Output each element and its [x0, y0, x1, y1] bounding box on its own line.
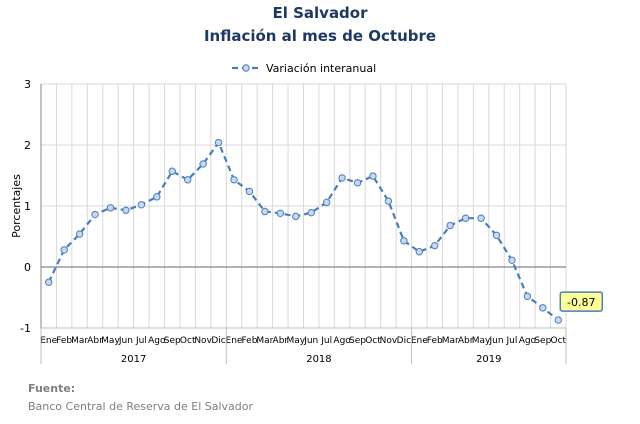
- data-point: [168, 167, 176, 175]
- month-tick-label: Dic: [397, 336, 411, 346]
- month-tick-label: Feb: [56, 336, 72, 346]
- data-callout-box: [559, 291, 604, 312]
- source-label: Fuente:: [28, 382, 76, 395]
- data-point: [446, 221, 454, 230]
- data-point: [539, 304, 547, 312]
- month-tick-label: Abr: [273, 336, 289, 346]
- data-point: [322, 198, 331, 207]
- month-tick-label: May: [286, 336, 305, 346]
- month-tick-label: Sep: [349, 336, 366, 346]
- data-point: [353, 179, 362, 187]
- month-tick-label: Mar: [442, 336, 459, 346]
- month-tick-label: Abr: [87, 336, 103, 346]
- y-tick-label: -1: [20, 322, 31, 335]
- data-point: [431, 241, 439, 250]
- month-tick-label: Sep: [534, 336, 551, 346]
- month-tick-label: Ago: [148, 336, 166, 346]
- month-tick-label: Jun: [488, 336, 503, 346]
- data-point: [261, 207, 269, 216]
- month-tick-label: Jul: [506, 336, 518, 346]
- y-tick-label: 1: [24, 200, 31, 213]
- data-point: [276, 209, 285, 218]
- data-point: [477, 214, 485, 222]
- data-point: [415, 248, 424, 256]
- data-point: [554, 316, 562, 324]
- month-tick-label: Ene: [411, 336, 428, 346]
- data-point: [137, 201, 146, 209]
- data-point: [384, 197, 393, 205]
- data-point: [75, 230, 84, 238]
- series-line: [47, 140, 559, 321]
- data-point: [292, 212, 300, 221]
- month-tick-label: Mar: [256, 336, 273, 346]
- data-point: [214, 138, 223, 147]
- data-point: [508, 256, 516, 264]
- chart-subtitle: Inflación al mes de Octubre: [203, 27, 437, 45]
- month-tick-label: May: [472, 336, 491, 346]
- data-point: [153, 193, 161, 201]
- data-point: [307, 209, 315, 217]
- data-point: [60, 246, 68, 254]
- data-point: [91, 210, 99, 219]
- data-point: [122, 206, 130, 214]
- year-label: 2017: [121, 354, 146, 365]
- month-tick-label: Oct: [550, 336, 566, 346]
- data-point: [338, 174, 346, 182]
- month-tick-label: Nov: [380, 336, 398, 346]
- month-tick-label: Ene: [40, 336, 57, 346]
- data-point: [199, 160, 207, 168]
- source-text: Banco Central de Reserva de El Salvador: [28, 400, 254, 413]
- legend-marker: [242, 64, 250, 72]
- y-tick-label: 3: [24, 78, 31, 91]
- month-tick-label: Ago: [519, 336, 537, 346]
- year-label: 2018: [306, 354, 331, 365]
- month-tick-label: Abr: [458, 336, 474, 346]
- month-tick-label: Dic: [211, 336, 225, 346]
- data-point: [245, 187, 254, 196]
- y-tick-label: 0: [24, 261, 31, 274]
- y-axis-label: Porcentajes: [10, 174, 23, 238]
- month-tick-label: Nov: [194, 336, 212, 346]
- data-point: [400, 237, 408, 245]
- month-tick-label: Jul: [320, 336, 332, 346]
- data-point: [523, 292, 532, 300]
- data-point: [369, 172, 377, 180]
- data-point: [45, 278, 53, 286]
- legend-label: Variación interanual: [266, 62, 376, 75]
- data-point: [183, 176, 192, 184]
- month-tick-label: Oct: [180, 336, 196, 346]
- data-callout-label: -0.87: [567, 296, 595, 309]
- month-tick-label: May: [101, 336, 120, 346]
- year-label: 2019: [476, 354, 501, 365]
- chart-title: El Salvador: [272, 4, 368, 22]
- month-tick-label: Ene: [226, 336, 243, 346]
- month-tick-label: Oct: [365, 336, 381, 346]
- month-tick-label: Sep: [164, 336, 181, 346]
- month-tick-label: Jul: [135, 336, 147, 346]
- month-tick-label: Feb: [241, 336, 257, 346]
- month-tick-label: Jun: [303, 336, 318, 346]
- month-tick-label: Mar: [71, 336, 88, 346]
- month-tick-label: Feb: [427, 336, 443, 346]
- data-point: [230, 176, 238, 184]
- y-tick-label: 2: [24, 139, 31, 152]
- month-tick-label: Jun: [118, 336, 133, 346]
- month-tick-label: Ago: [333, 336, 351, 346]
- data-point: [461, 214, 470, 222]
- data-point: [492, 231, 501, 239]
- data-point: [106, 204, 115, 212]
